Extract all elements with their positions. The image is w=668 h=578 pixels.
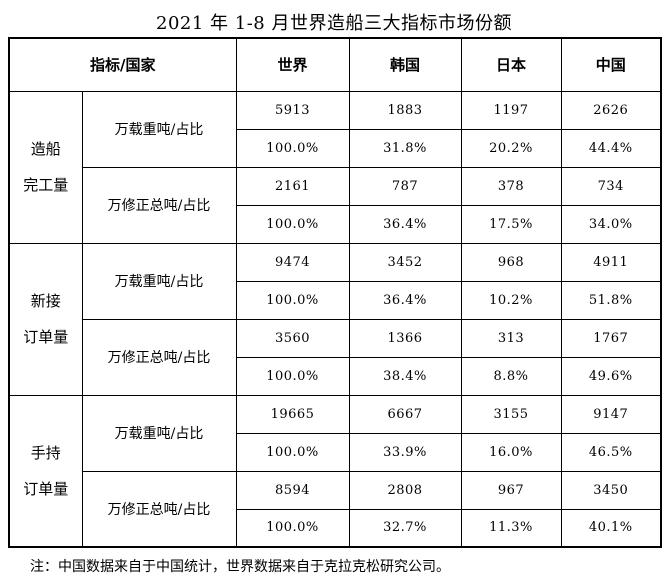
- value-cell: 1767: [560, 318, 662, 358]
- table-header-row: 指标/国家 世界 韩国 日本 中国: [8, 37, 662, 92]
- table-row: 100.0% 36.4% 17.5% 34.0%: [9, 204, 662, 244]
- share-cell: 51.8%: [560, 280, 662, 320]
- value-cell: 8594: [235, 470, 350, 510]
- value-cell: 1883: [348, 90, 462, 130]
- group-name-line: 完工量: [23, 176, 69, 194]
- value-cell: 9147: [560, 394, 662, 434]
- value-cell: 6667: [348, 394, 462, 434]
- value-cell: 968: [460, 242, 562, 282]
- group-name-line: 手持: [30, 443, 61, 462]
- value-cell: 967: [460, 470, 562, 510]
- table-row: 手持 订单量 万载重吨/占比 19665 6667 3155 9147: [8, 394, 662, 548]
- value-cell: 5913: [235, 90, 350, 130]
- value-cell: 313: [460, 318, 562, 358]
- group-name-cell: 新接 订单量: [8, 242, 83, 396]
- share-cell: 31.8%: [348, 128, 462, 168]
- metric-label-cell: 万载重吨/占比: [81, 242, 237, 320]
- value-cell: 2808: [348, 470, 462, 510]
- share-cell: 20.2%: [460, 128, 562, 168]
- table-row: 100.0% 33.9% 16.0% 46.5%: [9, 432, 662, 472]
- market-share-table: 指标/国家 世界 韩国 日本 中国 造船 完工量 万载重吨/占比 5913 18…: [8, 37, 663, 548]
- table-row: 万修正总吨/占比 2161 787 378 734: [9, 166, 662, 244]
- table-row: 100.0% 38.4% 8.8% 49.6%: [9, 356, 662, 396]
- share-cell: 49.6%: [560, 356, 662, 396]
- table-row: 造船 完工量 万载重吨/占比 5913 1883 1197 2626: [8, 90, 662, 244]
- group-name-line: 造船: [30, 140, 61, 158]
- share-cell: 8.8%: [460, 356, 562, 396]
- table-row: 100.0% 36.4% 10.2% 51.8%: [9, 280, 662, 320]
- share-cell: 17.5%: [460, 204, 562, 244]
- share-cell: 100.0%: [235, 432, 350, 472]
- share-cell: 38.4%: [348, 356, 462, 396]
- table-row: 新接 订单量 万载重吨/占比 9474 3452 968 4911: [8, 242, 662, 396]
- group-name-cell: 造船 完工量: [8, 90, 83, 244]
- share-cell: 36.4%: [348, 204, 462, 244]
- column-header-china: 中国: [560, 37, 662, 92]
- share-cell: 100.0%: [235, 508, 350, 548]
- column-header-japan: 日本: [460, 37, 562, 92]
- share-cell: 100.0%: [235, 204, 350, 244]
- group-name-line: 订单量: [23, 479, 69, 498]
- value-cell: 9474: [235, 242, 350, 282]
- group-name-cell: 手持 订单量: [8, 394, 83, 548]
- group-name-line: 订单量: [23, 328, 69, 346]
- table-row: 万修正总吨/占比 3560 1366 313 1767: [9, 318, 662, 396]
- share-cell: 100.0%: [235, 128, 350, 168]
- share-cell: 100.0%: [235, 356, 350, 396]
- share-cell: 16.0%: [460, 432, 562, 472]
- value-cell: 19665: [235, 394, 350, 434]
- share-cell: 44.4%: [560, 128, 662, 168]
- value-cell: 3155: [460, 394, 562, 434]
- metric-label-cell: 万修正总吨/占比: [81, 166, 237, 244]
- metric-label-cell: 万修正总吨/占比: [81, 318, 237, 396]
- share-cell: 10.2%: [460, 280, 562, 320]
- share-cell: 11.3%: [460, 508, 562, 548]
- share-cell: 40.1%: [560, 508, 662, 548]
- value-cell: 1197: [460, 90, 562, 130]
- value-cell: 2626: [560, 90, 662, 130]
- value-cell: 787: [348, 166, 462, 206]
- table-row: 万修正总吨/占比 8594 2808 967 3450: [9, 470, 662, 548]
- value-cell: 378: [460, 166, 562, 206]
- share-cell: 100.0%: [235, 280, 350, 320]
- group-name-line: 新接: [30, 292, 61, 310]
- share-cell: 33.9%: [348, 432, 462, 472]
- share-cell: 46.5%: [560, 432, 662, 472]
- column-header-world: 世界: [235, 37, 350, 92]
- value-cell: 2161: [235, 166, 350, 206]
- corner-header-cell: 指标/国家: [8, 37, 237, 92]
- value-cell: 3450: [560, 470, 662, 510]
- footnote: 注：中国数据来自于中国统计，世界数据来自于克拉克松研究公司。: [30, 559, 450, 575]
- column-header-korea: 韩国: [348, 37, 462, 92]
- table-row: 100.0% 31.8% 20.2% 44.4%: [9, 128, 662, 168]
- value-cell: 1366: [348, 318, 462, 358]
- value-cell: 3452: [348, 242, 462, 282]
- page-title: 2021 年 1-8 月世界造船三大指标市场份额: [156, 13, 512, 34]
- value-cell: 734: [560, 166, 662, 206]
- share-cell: 36.4%: [348, 280, 462, 320]
- value-cell: 4911: [560, 242, 662, 282]
- share-cell: 32.7%: [348, 508, 462, 548]
- table-row: 100.0% 32.7% 11.3% 40.1%: [9, 508, 662, 548]
- share-cell: 34.0%: [560, 204, 662, 244]
- metric-label-cell: 万载重吨/占比: [81, 394, 237, 472]
- value-cell: 3560: [235, 318, 350, 358]
- metric-label-cell: 万载重吨/占比: [81, 90, 237, 168]
- metric-label-cell: 万修正总吨/占比: [81, 470, 237, 548]
